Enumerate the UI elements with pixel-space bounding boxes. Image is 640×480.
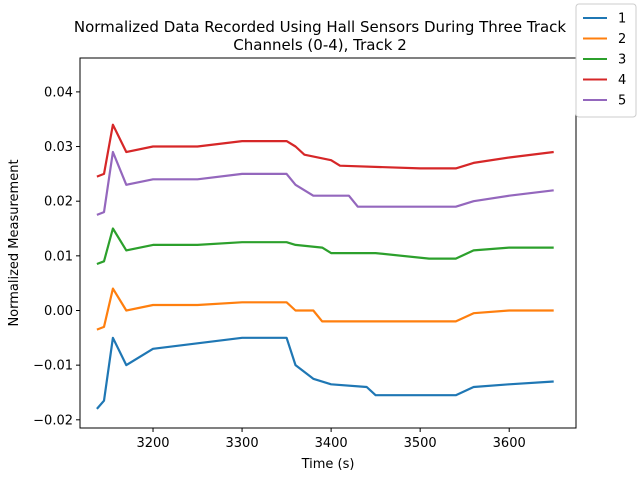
y-tick-label: 0.04 [44, 85, 73, 100]
x-axis: 3200 3300 3400 3500 3600 [136, 428, 526, 451]
y-tick-label: 0.01 [44, 249, 73, 264]
x-tick-label: 3500 [404, 436, 437, 451]
legend-label-1: 1 [618, 12, 626, 27]
legend: 1 2 3 4 5 [575, 3, 637, 118]
legend-label-2: 2 [618, 32, 626, 47]
plot-area [96, 123, 554, 410]
chart-title-line1: Normalized Data Recorded Using Hall Sens… [74, 18, 567, 36]
x-axis-label: Time (s) [301, 457, 355, 472]
legend-label-4: 4 [618, 73, 626, 88]
y-tick-label: 0.03 [44, 140, 73, 155]
legend-label-5: 5 [618, 94, 626, 109]
y-tick-label: 0.02 [44, 195, 73, 210]
x-tick-label: 3600 [493, 436, 526, 451]
series-line-2 [96, 287, 554, 331]
chart-title-line2: Channels (0-4), Track 2 [233, 36, 406, 54]
plot-frame [79, 57, 577, 429]
series-line-5 [96, 150, 554, 216]
x-tick-label: 3200 [136, 436, 169, 451]
y-tick-label: −0.02 [33, 413, 73, 428]
y-tick-label: −0.01 [33, 359, 73, 374]
y-axis-label: Normalized Measurement [7, 159, 22, 326]
legend-label-3: 3 [618, 53, 626, 68]
x-tick-label: 3400 [315, 436, 348, 451]
y-axis: −0.02 −0.01 0.00 0.01 0.02 0.03 0.04 [33, 85, 80, 428]
x-tick-label: 3300 [226, 436, 259, 451]
series-line-3 [96, 227, 554, 266]
series-line-4 [96, 123, 554, 178]
y-tick-label: 0.00 [44, 304, 73, 319]
legend-box [575, 3, 637, 118]
series-line-1 [96, 336, 554, 410]
